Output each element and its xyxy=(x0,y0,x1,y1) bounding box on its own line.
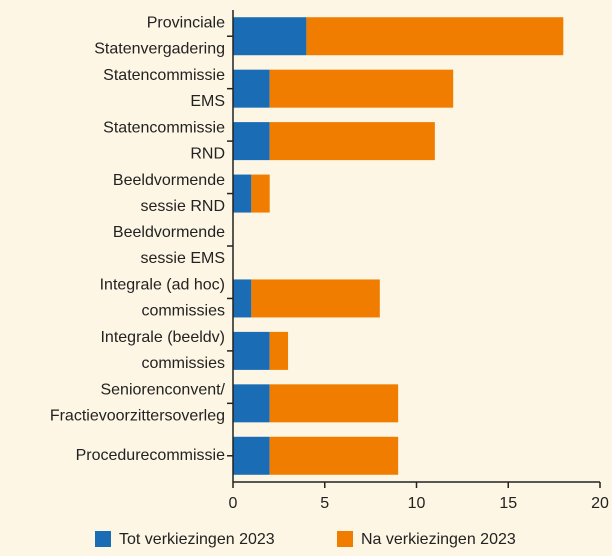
bar-segment xyxy=(269,384,399,423)
y-tick-label: commissies xyxy=(141,355,225,372)
bar-segment xyxy=(233,17,307,56)
y-tick-label: commissies xyxy=(141,303,225,320)
y-tick-label: Statenvergadering xyxy=(94,40,225,57)
bar-segment xyxy=(233,122,270,161)
y-tick-label: Integrale (beeldv) xyxy=(100,329,225,346)
bar-segment xyxy=(269,436,399,475)
x-tick-label: 0 xyxy=(229,495,238,512)
bar-segment xyxy=(233,69,270,108)
bar-segment xyxy=(233,331,270,370)
y-tick-label: Beeldvormende xyxy=(113,224,225,241)
bar-segment xyxy=(233,436,270,475)
bar-segment xyxy=(251,174,270,213)
x-tick-label: 15 xyxy=(499,495,517,512)
legend-label: Na verkiezingen 2023 xyxy=(361,531,516,548)
y-tick-label: sessie EMS xyxy=(141,250,225,267)
y-tick-label: Fractievoorzittersoverleg xyxy=(50,408,225,425)
x-tick-label: 5 xyxy=(320,495,329,512)
y-tick-label: Seniorenconvent/ xyxy=(100,382,225,399)
y-tick-label: sessie RND xyxy=(141,198,225,215)
legend-swatch xyxy=(95,531,111,547)
bar-segment xyxy=(233,174,252,213)
bar-segment xyxy=(233,279,252,318)
bar-segment xyxy=(233,384,270,423)
bar-segment xyxy=(306,17,564,56)
legend-label: Tot verkiezingen 2023 xyxy=(119,531,275,548)
bar-segment xyxy=(251,279,380,318)
y-tick-label: Statencommissie xyxy=(103,119,225,136)
y-tick-label: Provinciale xyxy=(147,14,225,31)
y-tick-label: Beeldvormende xyxy=(113,172,225,189)
y-tick-label: EMS xyxy=(190,93,225,110)
y-tick-label: RND xyxy=(190,145,225,162)
x-tick-label: 10 xyxy=(408,495,426,512)
legend-swatch xyxy=(337,531,353,547)
bar-segment xyxy=(269,331,289,370)
y-tick-label: Integrale (ad hoc) xyxy=(100,277,225,294)
bar-segment xyxy=(269,69,454,108)
y-tick-label: Procedurecommissie xyxy=(76,447,225,464)
y-tick-label: Statencommissie xyxy=(103,67,225,84)
x-tick-label: 20 xyxy=(591,495,609,512)
bar-segment xyxy=(269,122,435,161)
